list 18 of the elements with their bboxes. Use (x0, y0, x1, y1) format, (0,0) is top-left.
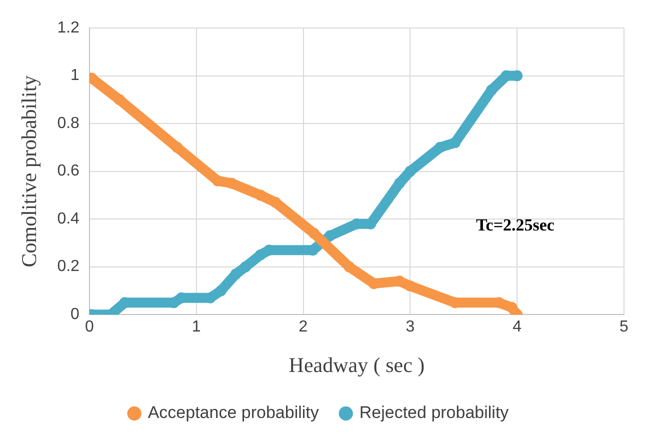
x-tick-label: 0 (84, 318, 94, 336)
annotation: Tc=2.25sec (476, 216, 555, 235)
x-tick-label: 4 (512, 318, 522, 336)
x-axis-title: Headway ( sec ) (288, 352, 425, 377)
y-tick-label: 1.2 (57, 19, 80, 36)
x-tick-label: 3 (406, 318, 415, 336)
legend-label: Rejected probability (359, 403, 510, 422)
x-tick-label: 5 (620, 318, 629, 336)
y-tick-label: 1 (70, 67, 80, 84)
y-tick-label: 0 (70, 306, 80, 324)
x-tick-label: 1 (192, 318, 201, 336)
y-axis-title: Comolitive probability (17, 74, 42, 268)
x-tick-label: 2 (298, 318, 308, 336)
y-tick-label: 0.4 (57, 210, 80, 228)
legend-label: Acceptance probability (148, 403, 320, 422)
y-tick-label: 0.6 (57, 162, 80, 180)
y-tick-label: 0.2 (57, 258, 80, 276)
y-tick-label: 0.8 (57, 114, 80, 132)
